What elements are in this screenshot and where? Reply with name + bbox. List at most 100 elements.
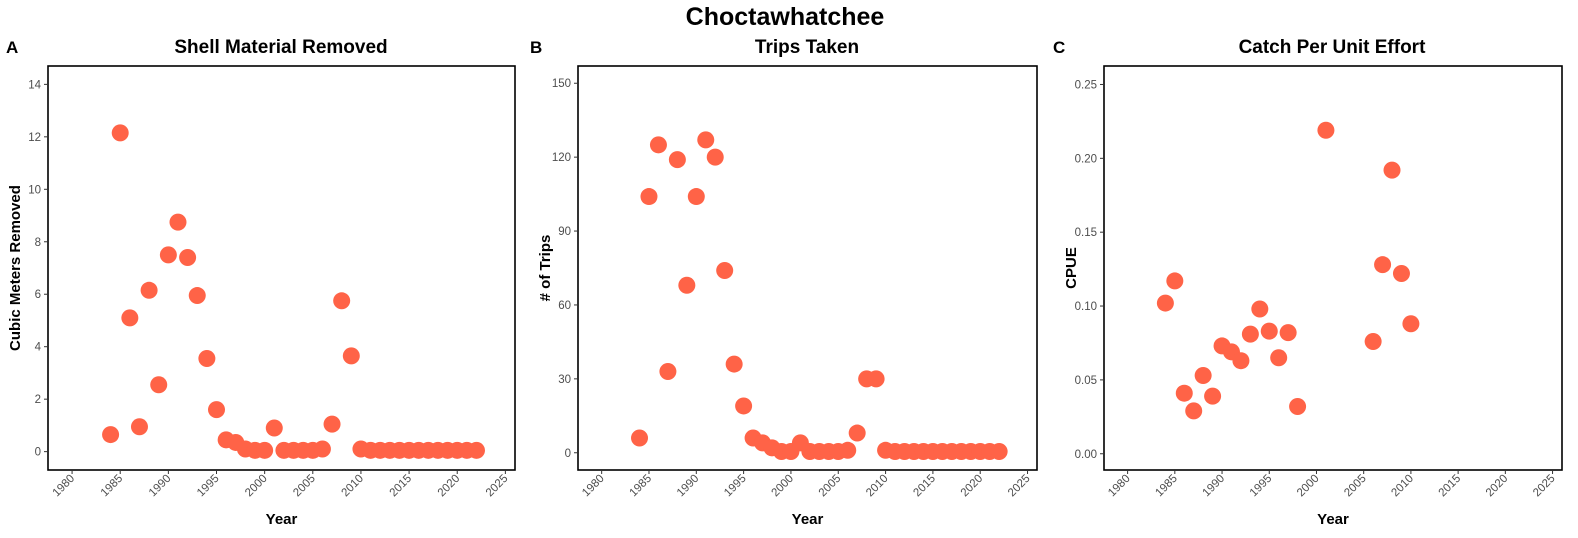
data-point bbox=[659, 362, 677, 380]
figure-title: Choctawhatchee bbox=[686, 3, 885, 31]
data-point bbox=[1232, 352, 1250, 370]
y-tick-label: 14 bbox=[28, 79, 41, 91]
x-tick-label: 1995 bbox=[1248, 473, 1275, 500]
x-axis-label: Year bbox=[266, 511, 298, 528]
data-point bbox=[716, 261, 734, 279]
panel-title: Trips Taken bbox=[755, 37, 859, 58]
data-point bbox=[102, 426, 120, 444]
data-point bbox=[121, 309, 139, 327]
x-tick-label: 1985 bbox=[628, 473, 655, 500]
data-point bbox=[1241, 325, 1259, 343]
data-point bbox=[1279, 324, 1297, 342]
x-tick-label: 1995 bbox=[195, 473, 222, 500]
data-point bbox=[1402, 315, 1420, 333]
y-tick-label: 30 bbox=[558, 374, 571, 386]
y-tick-label: 120 bbox=[552, 152, 571, 164]
x-axis-label: Year bbox=[1317, 511, 1349, 528]
panel-tag: C bbox=[1053, 38, 1065, 57]
y-tick-label: 150 bbox=[552, 78, 571, 90]
y-tick-label: 2 bbox=[35, 394, 41, 406]
data-point bbox=[467, 441, 485, 459]
y-axis-label: CPUE bbox=[1063, 247, 1080, 289]
data-point bbox=[1392, 265, 1410, 283]
data-point bbox=[640, 188, 658, 206]
y-tick-label: 0 bbox=[565, 448, 571, 460]
x-tick-label: 1990 bbox=[147, 473, 174, 500]
panel-a: A Shell Material Removed 0 2 4 6 8 10 12 14 1980 19… bbox=[6, 37, 516, 528]
x-tick-label: 2015 bbox=[911, 473, 938, 500]
y-tick-label: 4 bbox=[35, 342, 42, 354]
panel-title: Catch Per Unit Effort bbox=[1239, 37, 1427, 58]
data-point bbox=[1175, 384, 1193, 402]
panel-title: Shell Material Removed bbox=[174, 37, 387, 58]
data-point bbox=[1166, 272, 1184, 290]
y-tick-label: 60 bbox=[558, 300, 571, 312]
data-point bbox=[990, 443, 1008, 461]
data-point bbox=[1156, 294, 1174, 312]
plot-frame bbox=[577, 65, 1038, 471]
data-point bbox=[687, 188, 705, 206]
x-tick-label: 1995 bbox=[722, 473, 749, 500]
data-point bbox=[678, 276, 696, 294]
x-tick-label: 1990 bbox=[1201, 473, 1228, 500]
y-tick-label: 0.05 bbox=[1075, 375, 1097, 387]
y-tick-label: 12 bbox=[28, 132, 41, 144]
data-point bbox=[198, 350, 216, 368]
y-tick-label: 0.20 bbox=[1075, 153, 1097, 165]
data-point bbox=[1317, 121, 1335, 139]
data-point bbox=[1364, 332, 1382, 350]
data-point bbox=[735, 397, 753, 415]
x-tick-label: 2000 bbox=[1295, 473, 1322, 500]
data-point bbox=[208, 401, 226, 419]
y-tick-label: 10 bbox=[28, 184, 41, 196]
x-tick-label: 2015 bbox=[1437, 473, 1464, 500]
y-tick-label: 0.10 bbox=[1075, 301, 1097, 313]
y-tick-label: 0.00 bbox=[1075, 449, 1097, 461]
data-point bbox=[839, 441, 857, 459]
x-tick-label: 1985 bbox=[99, 473, 126, 500]
data-point bbox=[1383, 161, 1401, 179]
x-tick-label: 2010 bbox=[339, 473, 366, 500]
data-point bbox=[1185, 402, 1203, 420]
data-point bbox=[867, 370, 885, 388]
y-tick-label: 0.25 bbox=[1075, 79, 1097, 91]
y-tick-label: 90 bbox=[558, 226, 571, 238]
data-point bbox=[1270, 349, 1288, 367]
x-tick-label: 2025 bbox=[1006, 473, 1033, 500]
y-axis-label: # of Trips bbox=[537, 235, 554, 302]
data-point bbox=[150, 376, 168, 394]
x-tick-label: 2025 bbox=[1531, 473, 1558, 500]
data-point bbox=[342, 347, 360, 365]
data-point bbox=[1194, 366, 1212, 384]
data-point bbox=[668, 151, 686, 169]
data-point bbox=[111, 124, 129, 142]
data-point bbox=[1260, 322, 1278, 340]
x-tick-label: 1980 bbox=[580, 473, 607, 500]
y-tick-label: 0 bbox=[35, 447, 41, 459]
data-point bbox=[159, 246, 177, 264]
data-point bbox=[706, 148, 724, 166]
data-point bbox=[1204, 387, 1222, 405]
data-point bbox=[256, 441, 274, 459]
y-axis-label: Cubic Meters Removed bbox=[7, 185, 24, 351]
x-tick-label: 2005 bbox=[1342, 473, 1369, 500]
x-tick-label: 2000 bbox=[769, 473, 796, 500]
data-point bbox=[848, 424, 866, 442]
data-point bbox=[1289, 397, 1307, 415]
x-tick-label: 2015 bbox=[388, 473, 415, 500]
data-point bbox=[333, 292, 351, 310]
x-tick-label: 2020 bbox=[959, 473, 986, 500]
x-tick-label: 1980 bbox=[1106, 473, 1133, 500]
panel-c: C Catch Per Unit Effort 0.00 0.05 0.10 0.15 0.… bbox=[1053, 37, 1563, 528]
plot-frame bbox=[47, 65, 516, 471]
panel-b: B Trips Taken 0 30 60 90 120 150 1980 1985 1990 199… bbox=[530, 37, 1038, 528]
x-tick-label: 1985 bbox=[1153, 473, 1180, 500]
y-tick-label: 6 bbox=[35, 289, 41, 301]
x-tick-label: 2000 bbox=[243, 473, 270, 500]
data-point bbox=[265, 419, 283, 437]
data-point bbox=[697, 131, 715, 149]
x-tick-label: 2020 bbox=[1484, 473, 1511, 500]
data-point bbox=[631, 429, 649, 447]
data-point bbox=[188, 287, 206, 305]
